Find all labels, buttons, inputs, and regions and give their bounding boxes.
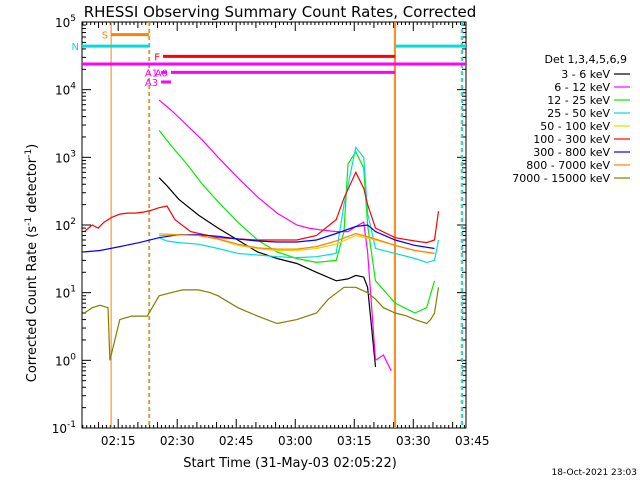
plot-border (81, 21, 467, 429)
legend-label: 3 - 6 keV (561, 68, 610, 81)
y-tick-label: 101 (55, 285, 76, 301)
y-tick-label: 104 (55, 82, 76, 98)
y-tick-label: 10-1 (52, 420, 76, 436)
series-line (84, 224, 435, 253)
flag-label: N (72, 42, 79, 53)
y-tick-label: 100 (55, 352, 76, 368)
plot-frame (81, 21, 467, 429)
legend-label: 100 - 300 keV (533, 133, 610, 146)
y-tick-label: 102 (55, 217, 76, 233)
series-line (158, 130, 436, 314)
x-axis: 02:15 02:30 02:45 03:00 03:15 03:30 03:45 (82, 22, 490, 448)
x-tick-label: 03:00 (278, 434, 313, 448)
x-tick-label: 03:30 (396, 434, 431, 448)
x-axis-label: Start Time (31-May-03 02:05:22) (183, 456, 397, 471)
legend-label: 7000 - 15000 keV (512, 172, 610, 185)
series-line (158, 177, 377, 367)
flag-label: A3 (145, 78, 158, 89)
y-tick-label: 103 (55, 149, 76, 165)
flag-label: F (154, 52, 160, 63)
y-axis-label: Corrected Count Rate (s-1 detector-1) (24, 144, 40, 382)
series-line (159, 232, 435, 254)
flag-bars: SNFA0A1A3 (72, 31, 466, 89)
flag-label: A1 (145, 68, 158, 79)
x-tick-label: 03:45 (455, 434, 490, 448)
timestamp: 18-Oct-2021 23:03 (552, 468, 637, 478)
x-tick-label: 02:45 (219, 434, 254, 448)
y-tick-label: 105 (55, 14, 76, 30)
legend-label: 800 - 7000 keV (526, 159, 610, 172)
series-line (84, 286, 440, 361)
y-axis: 10-1 100 101 102 103 104 105 (52, 14, 466, 436)
chart-title: RHESSI Observing Summary Count Rates, Co… (84, 3, 477, 21)
x-tick-label: 03:15 (337, 434, 372, 448)
legend-title: Det 1,3,4,5,6,9 (544, 53, 627, 66)
legend-label: 6 - 12 keV (554, 81, 610, 94)
flag-label: S (102, 31, 108, 42)
series-lines (84, 99, 440, 372)
series-line (84, 170, 440, 244)
attenuator-lines (110, 22, 463, 428)
series-line (158, 146, 440, 264)
legend-label: 25 - 50 keV (547, 107, 610, 120)
x-tick-label: 02:30 (160, 434, 195, 448)
legend-label: 12 - 25 keV (547, 94, 610, 107)
legend-label: 50 - 100 keV (540, 120, 610, 133)
series-line (158, 99, 392, 372)
legend-label: 300 - 800 keV (533, 146, 610, 159)
x-tick-label: 02:15 (101, 434, 136, 448)
